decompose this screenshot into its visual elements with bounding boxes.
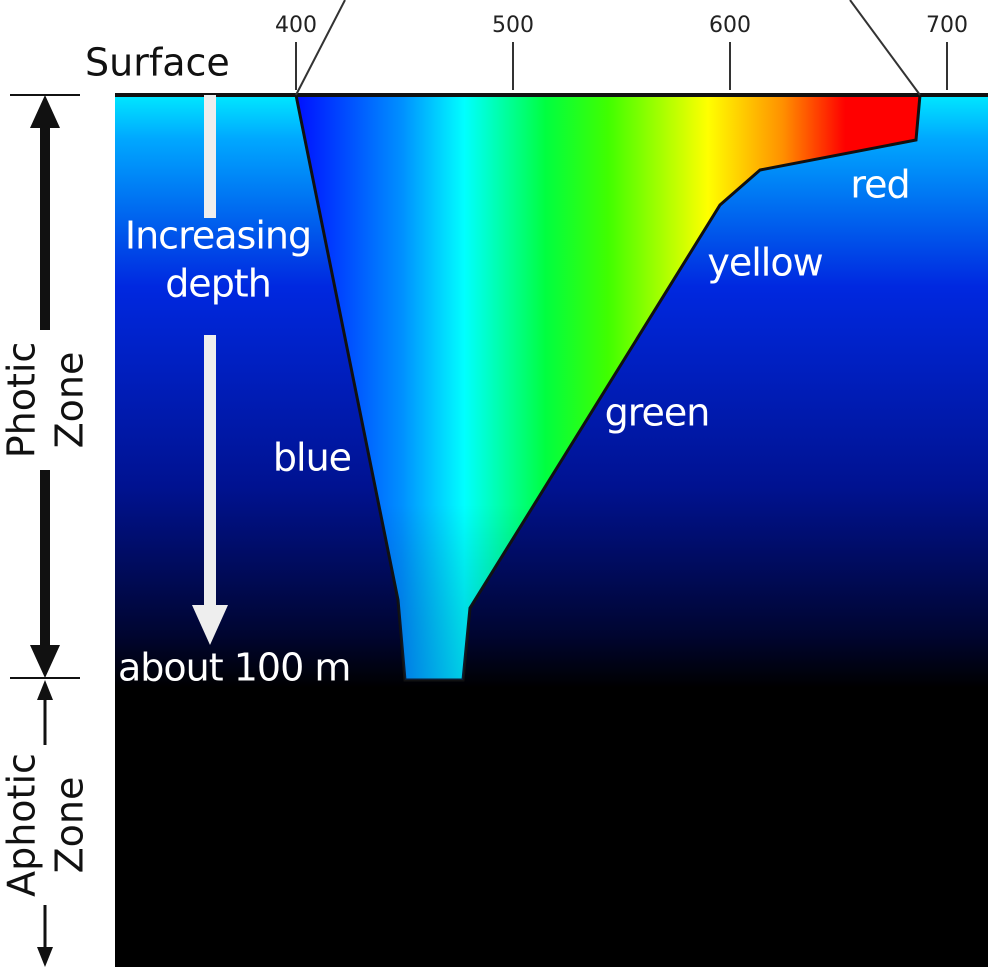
zone-label: Zone <box>48 352 92 449</box>
tick-label: 600 <box>709 13 751 38</box>
tick-label: 400 <box>275 13 317 38</box>
surface-label: Surface <box>85 41 230 85</box>
depth-label: about 100 m <box>118 646 350 690</box>
arrow-label: depth <box>165 262 271 306</box>
diagram: Surface Increasing depth blue green yell… <box>0 0 988 967</box>
guide-line <box>850 0 920 95</box>
color-label: blue <box>273 436 351 480</box>
color-label: green <box>605 391 710 435</box>
arrow-label: Increasing <box>125 214 311 258</box>
zone-label: Aphotic <box>0 753 44 897</box>
tick-label: 500 <box>492 13 534 38</box>
color-label: yellow <box>707 241 822 285</box>
zone-label: Zone <box>48 777 92 874</box>
color-label: red <box>850 163 909 207</box>
tick-label: 700 <box>926 13 968 38</box>
zone-label: Photic <box>0 342 44 459</box>
